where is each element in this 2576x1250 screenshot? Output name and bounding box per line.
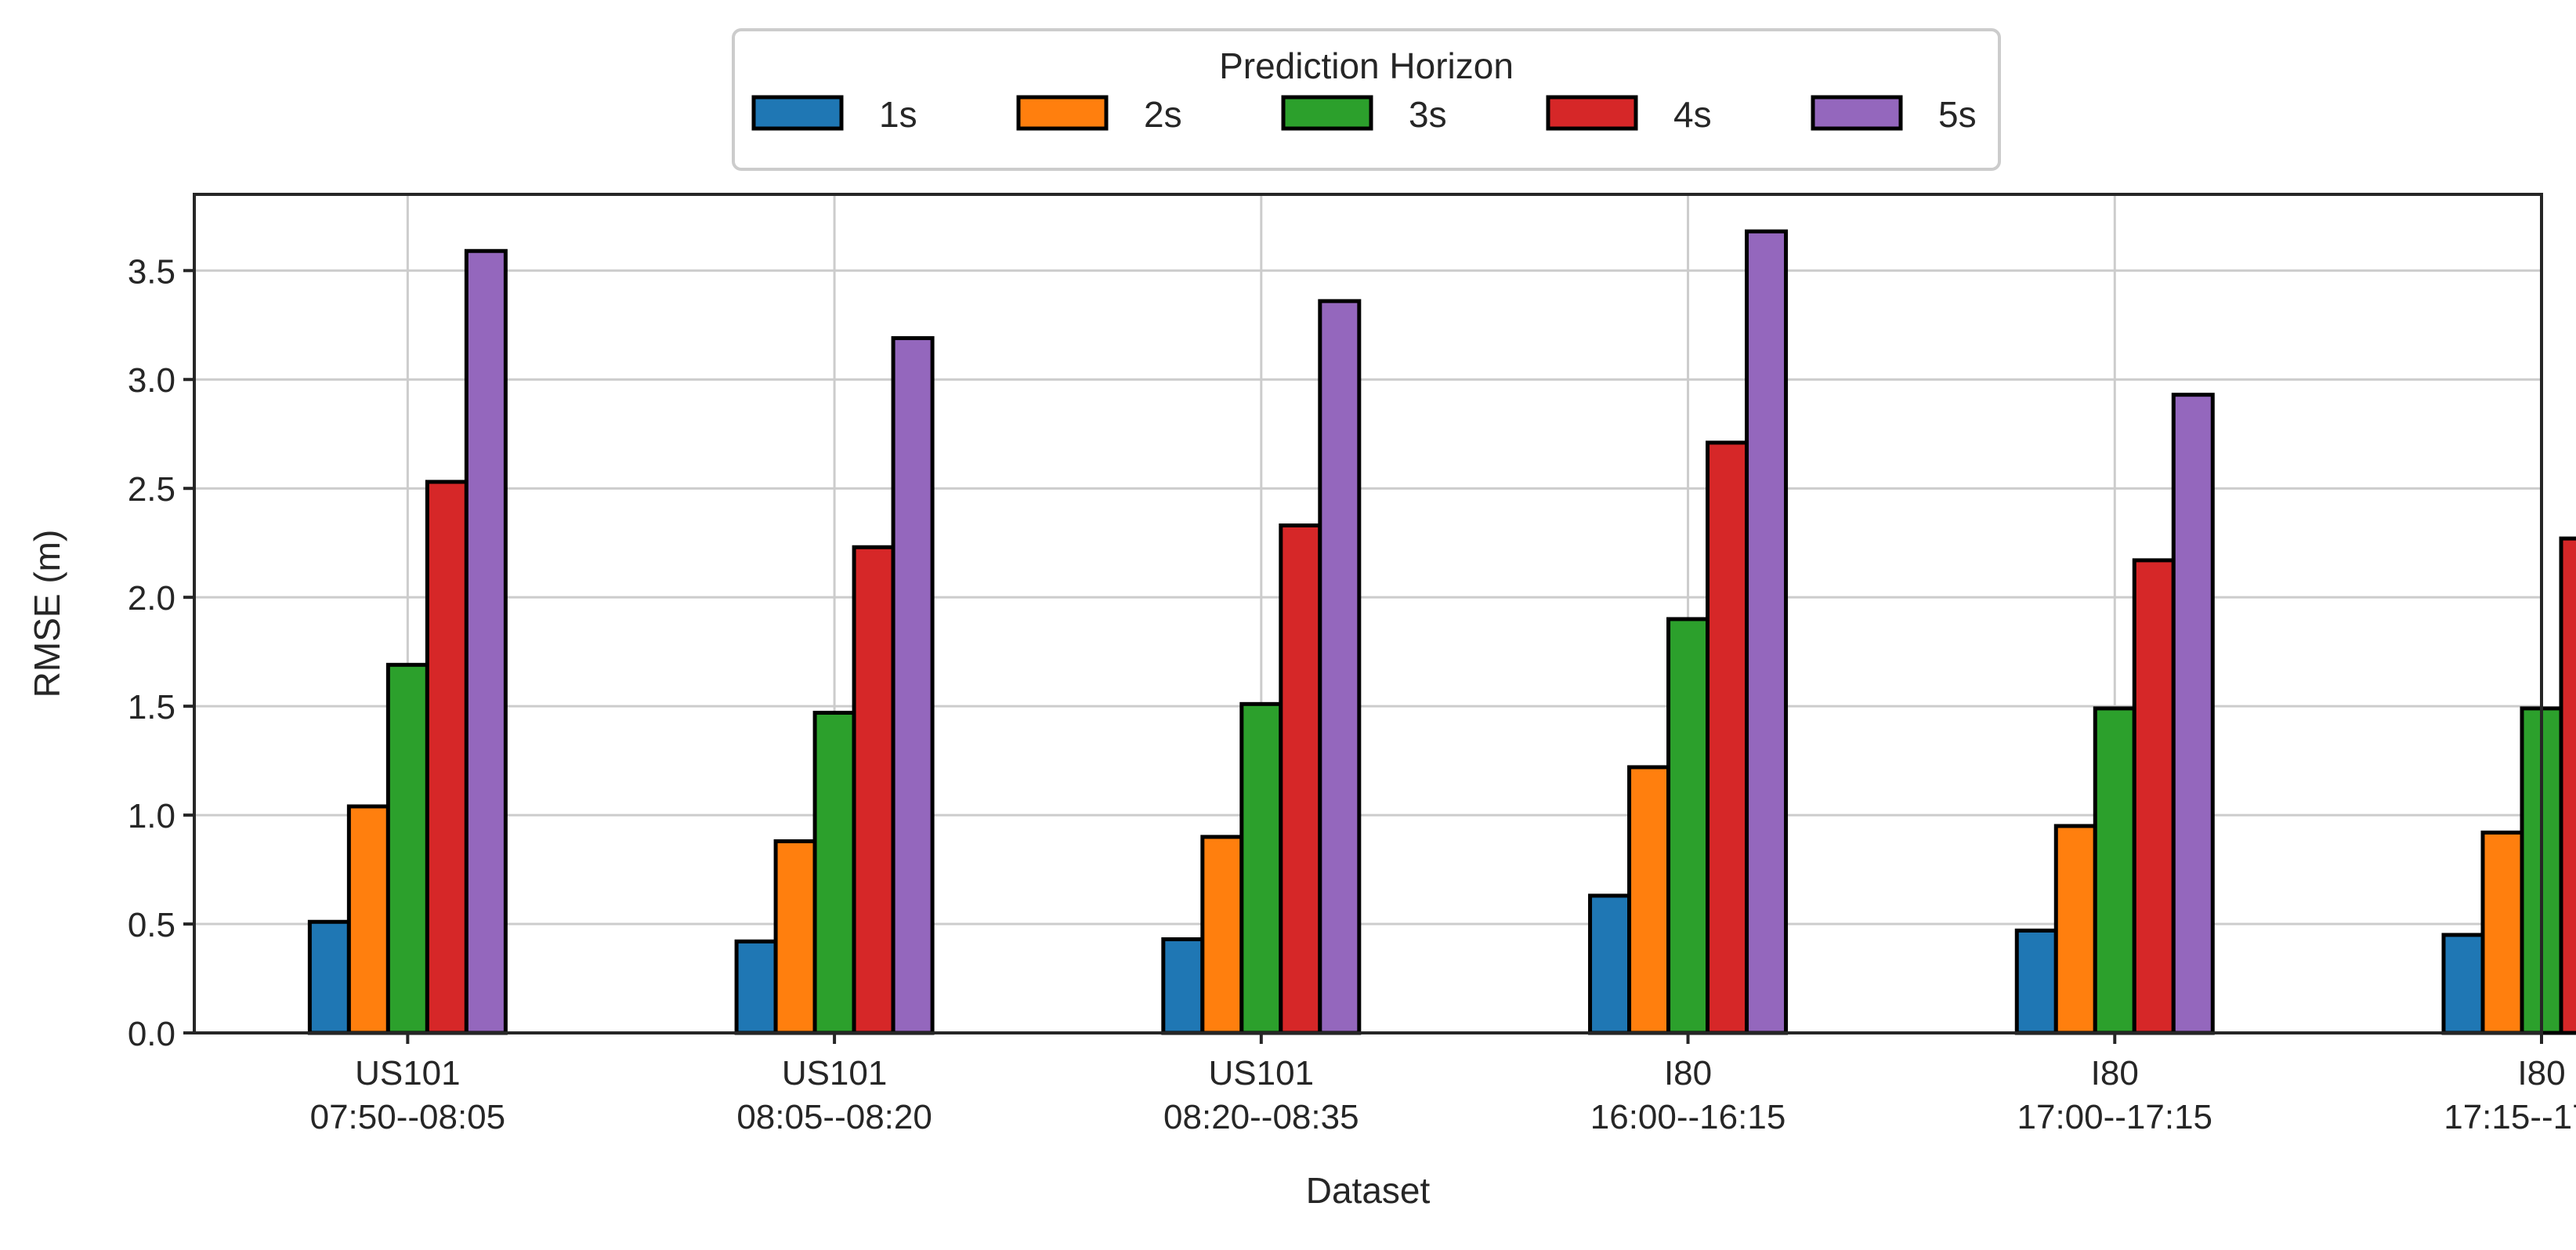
legend-label-2s: 2s — [1144, 94, 1182, 135]
bar-3s-1 — [385, 662, 429, 1035]
bar-4s-1 — [425, 480, 469, 1035]
x-tick-label: 08:05--08:20 — [736, 1098, 932, 1136]
legend-swatch-1s — [751, 95, 844, 131]
x-tick-label: US101 — [1209, 1054, 1315, 1092]
legend-label-3s: 3s — [1409, 94, 1447, 135]
bar-4s-3 — [1279, 523, 1322, 1035]
x-tick-label: I80 — [2517, 1054, 2565, 1092]
bar-2s-5 — [2053, 824, 2097, 1035]
y-tick-label: 0.0 — [128, 1015, 175, 1053]
ticks: 0.0 0.5 1.0 1.5 2.0 2.5 3.0 3.5 US101 07:50--08:0… — [128, 252, 2576, 1136]
bar-4s-2 — [852, 545, 895, 1035]
legend-swatch-2s — [1016, 95, 1109, 131]
bar-4s-6 — [2559, 536, 2576, 1035]
y-tick-label: 1.0 — [128, 797, 175, 835]
bar-1s-1 — [307, 919, 351, 1035]
legend-label-5s: 5s — [1938, 94, 1977, 135]
x-tick-label: 08:20--08:35 — [1163, 1098, 1359, 1136]
x-tick-label: I80 — [1664, 1054, 1712, 1092]
bar-5s-3 — [1318, 299, 1362, 1035]
bar-1s-2 — [734, 939, 778, 1035]
bar-2s-1 — [346, 804, 390, 1035]
bar-3s-2 — [812, 710, 856, 1035]
legend-items: 1s 2s 3s 4s 5s — [751, 94, 1977, 135]
bar-1s-3 — [1161, 937, 1205, 1035]
x-tick-label: US101 — [355, 1054, 461, 1092]
bar-2s-3 — [1200, 835, 1244, 1035]
bar-2s-4 — [1627, 765, 1671, 1035]
y-axis-label: RMSE (m) — [27, 530, 67, 698]
legend-label-1s: 1s — [879, 94, 917, 135]
legend-swatch-3s — [1281, 95, 1373, 131]
x-axis-label: Dataset — [1306, 1170, 1431, 1211]
bar-5s-1 — [464, 248, 508, 1035]
bars — [307, 229, 2576, 1035]
y-tick-label: 0.5 — [128, 906, 175, 944]
bar-1s-5 — [2014, 928, 2058, 1035]
bar-2s-6 — [2480, 830, 2524, 1035]
bar-5s-4 — [1745, 229, 1789, 1035]
bar-5s-2 — [891, 335, 935, 1035]
x-tick-label: 07:50--08:05 — [310, 1098, 506, 1136]
plot-area-frame — [193, 193, 2543, 1034]
bar-3s-4 — [1666, 617, 1710, 1035]
y-tick-label: 3.5 — [128, 252, 175, 291]
bar-3s-5 — [2093, 706, 2136, 1035]
x-tick-label: I80 — [2091, 1054, 2139, 1092]
y-tick-label: 3.0 — [128, 361, 175, 400]
x-tick-label: 17:15--17:30 — [2444, 1098, 2576, 1136]
bar-4s-4 — [1706, 440, 1749, 1035]
bar-2s-2 — [773, 839, 817, 1035]
legend-swatch-5s — [1811, 95, 1903, 131]
x-tick-label: 17:00--17:15 — [2017, 1098, 2213, 1136]
legend-title: Prediction Horizon — [1219, 45, 1514, 86]
bar-1s-6 — [2441, 933, 2485, 1035]
bar-1s-4 — [1588, 893, 1632, 1035]
bar-4s-5 — [2132, 558, 2176, 1035]
x-tick-label: 16:00--16:15 — [1590, 1098, 1786, 1136]
y-tick-label: 2.5 — [128, 470, 175, 509]
y-tick-label: 1.5 — [128, 688, 175, 726]
legend: Prediction Horizon 1s 2s 3s 4s 5s — [732, 28, 2001, 171]
bar-3s-3 — [1239, 701, 1283, 1035]
legend-swatch-4s — [1546, 95, 1638, 131]
legend-label-4s: 4s — [1673, 94, 1712, 135]
x-tick-label: US101 — [782, 1054, 888, 1092]
y-tick-label: 2.0 — [128, 579, 175, 618]
bar-5s-5 — [2171, 393, 2215, 1035]
